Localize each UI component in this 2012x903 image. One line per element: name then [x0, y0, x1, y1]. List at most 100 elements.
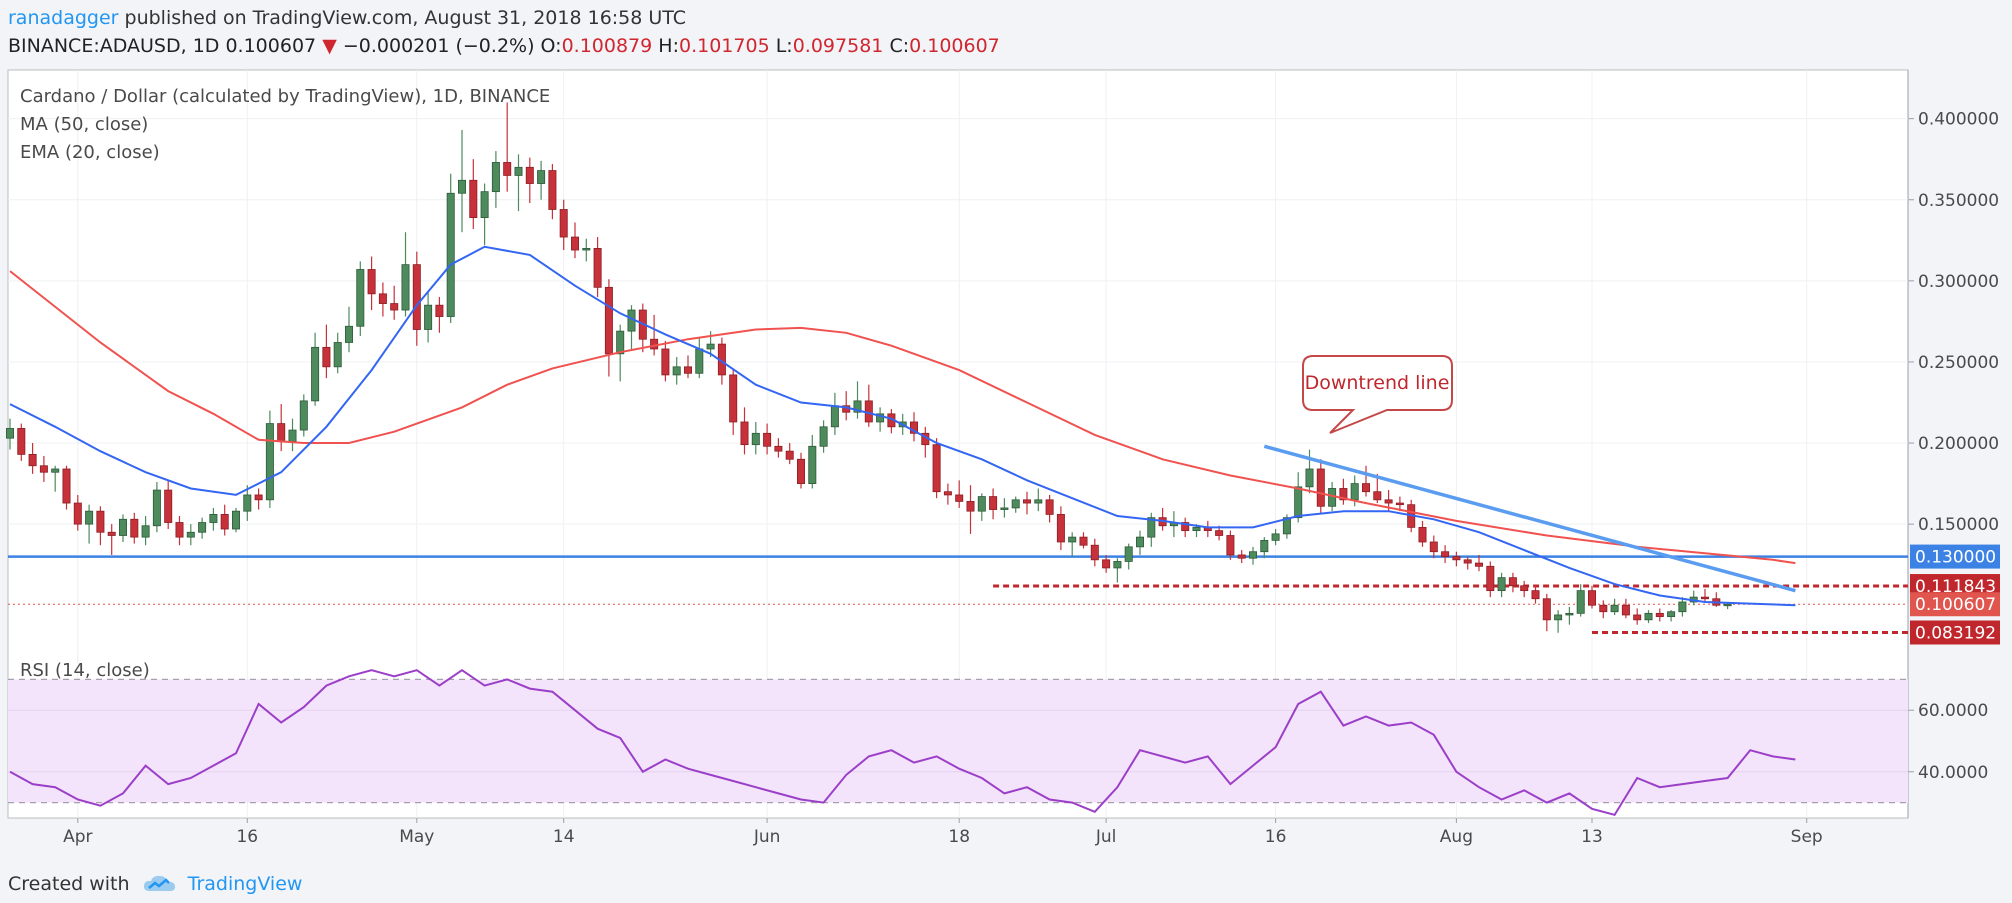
candle-body [209, 514, 218, 523]
candle-body [39, 465, 48, 473]
candle-body [1373, 491, 1382, 501]
candle-body [1339, 488, 1348, 501]
publish-info: ranadagger published on TradingView.com,… [8, 7, 686, 29]
rsi-tick-label: 60.0000 [1918, 701, 1988, 721]
candle-body [977, 496, 986, 512]
candle-body [85, 510, 94, 525]
legend-ma: MA (50, close) [20, 114, 148, 135]
legend-rsi: RSI (14, close) [20, 660, 150, 681]
x-tick-label: Apr [63, 827, 92, 847]
candle-body [424, 304, 433, 330]
candle-body [672, 366, 681, 376]
candle-body [119, 518, 128, 536]
candle-body [1328, 488, 1337, 507]
candle-body [322, 346, 331, 368]
x-tick-label: Jun [753, 827, 781, 847]
candle-body [1282, 517, 1291, 535]
username-link[interactable]: ranadagger [8, 7, 119, 29]
candle-body [1678, 601, 1687, 613]
candle-body [1192, 526, 1201, 532]
ohlc-high-label: H: [658, 35, 679, 57]
annotation-callout[interactable]: Downtrend line [1302, 355, 1453, 434]
legend: Cardano / Dollar (calculated by TradingV… [20, 86, 550, 681]
candle-body [797, 458, 806, 484]
candle-body [1362, 483, 1371, 493]
candle-body [1215, 530, 1224, 536]
horizontal-lines [8, 555, 1908, 634]
candle-body [1497, 577, 1506, 592]
candle-body [480, 191, 489, 218]
candle-body [819, 426, 828, 447]
y-tick-label: 0.250000 [1918, 353, 1999, 373]
ema20-line [9, 245, 1796, 607]
y-tick-label: 0.350000 [1918, 191, 1999, 211]
candle-body [28, 453, 37, 467]
candle-body [1610, 604, 1619, 613]
candle-body [943, 491, 952, 496]
x-tick-label: 14 [553, 827, 575, 847]
rsi-band-fill [8, 679, 1908, 803]
rsi-tick-label: 40.0000 [1918, 763, 1988, 783]
candle-body [763, 432, 772, 447]
candle-body [491, 162, 500, 193]
candle-body [378, 293, 387, 304]
candle-body [989, 496, 998, 510]
candle-body [1486, 565, 1495, 592]
x-tick-label: 16 [236, 827, 258, 847]
price-label-text: 0.111843 [1915, 577, 1996, 597]
candle-body [1576, 590, 1585, 614]
rsi-band [8, 678, 1908, 804]
candle-body [1384, 499, 1393, 504]
price-change: −0.000201 (−0.2%) [342, 35, 535, 57]
candle-body [198, 522, 207, 533]
candle-body [830, 405, 839, 428]
candle-body [1023, 499, 1032, 504]
candle-body [1045, 499, 1054, 515]
candle-body [684, 366, 693, 374]
chart[interactable]: Downtrend line Apr 16 May 14 Jun 18 Jul 16 Aug 13… [0, 66, 2012, 862]
candle-body [785, 450, 794, 460]
candle-body [1531, 590, 1540, 600]
x-tick-label: 13 [1581, 827, 1603, 847]
candle-body [401, 264, 410, 311]
candle-body [661, 348, 670, 376]
candle-body [1441, 551, 1450, 557]
trendline-group[interactable] [1263, 444, 1796, 593]
x-tick-label: Aug [1440, 827, 1473, 847]
price-label-text: 0.130000 [1915, 548, 1996, 568]
candle-body [593, 248, 602, 288]
candle-body [1542, 598, 1551, 621]
candle-body [333, 342, 342, 368]
down-arrow-icon: ▼ [322, 35, 337, 57]
candle-body [1260, 539, 1269, 553]
candle-body [130, 518, 139, 538]
ohlc-open-value: 0.100879 [561, 35, 653, 57]
candle-body [604, 286, 613, 355]
candle-body [1621, 604, 1630, 616]
candle-body [175, 522, 184, 538]
candle-body [186, 531, 195, 538]
tradingview-link[interactable]: TradingView [187, 873, 303, 895]
candle-body [1226, 535, 1235, 556]
ohlc-low-label: L: [775, 35, 793, 57]
candle-body [582, 248, 591, 251]
candle-body [616, 330, 625, 355]
x-tick-label: May [399, 827, 434, 847]
candle-body [390, 303, 399, 311]
candle-body [1429, 541, 1438, 553]
candle-body [1102, 559, 1111, 569]
candle-body [1554, 614, 1563, 621]
candle-body [1034, 499, 1043, 504]
candle-body [853, 400, 862, 413]
candle-body [299, 400, 308, 431]
callout-bubble [1302, 355, 1453, 434]
candle-body [243, 494, 252, 512]
candles [6, 102, 1732, 633]
candle-body [1565, 612, 1574, 616]
candle-body [1294, 486, 1303, 519]
ohlc-high-value: 0.101705 [679, 35, 770, 57]
candle-body [344, 325, 353, 343]
x-tick-label: 16 [1265, 827, 1287, 847]
candle-body [1599, 604, 1608, 613]
candle-body [503, 162, 512, 176]
